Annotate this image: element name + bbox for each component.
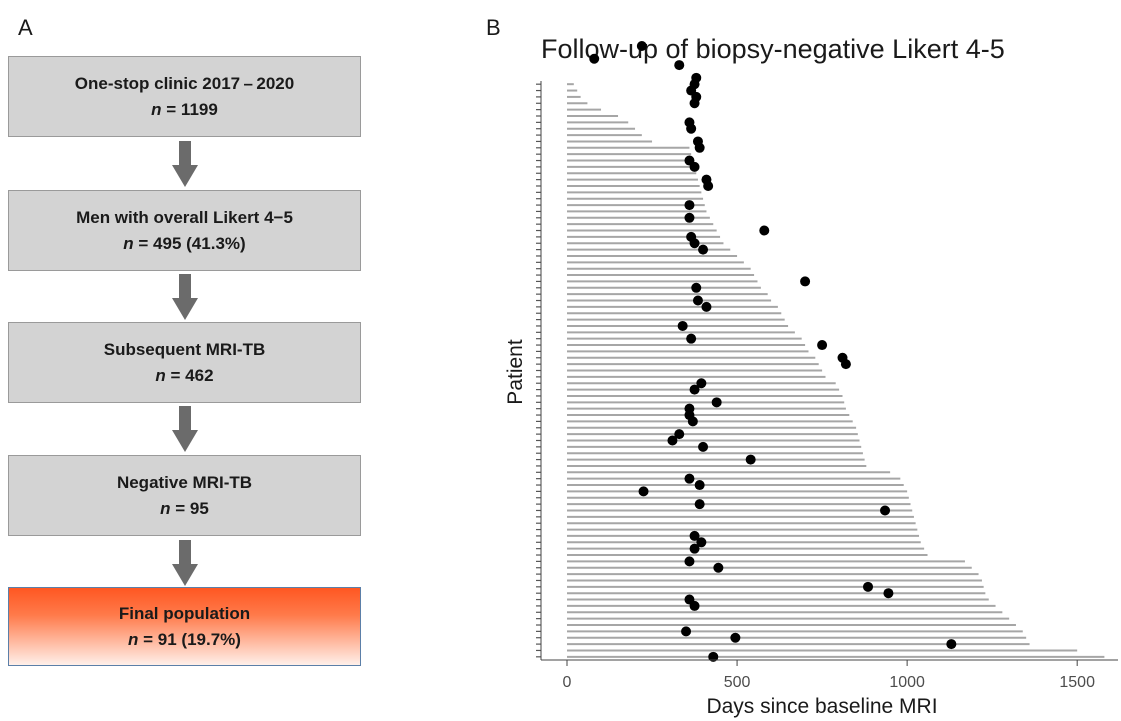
data-point [759,225,770,236]
data-point [708,651,719,662]
data-point [696,378,707,389]
flow-box-negative-mri-tb: Negative MRI-TB n = 95 [8,455,361,536]
flow-box-count: n = 462 [155,365,214,385]
data-point [684,117,695,128]
x-tick-label: 500 [724,674,751,691]
data-point [689,384,700,395]
data-point [745,454,756,465]
panel-a-label: A [18,15,33,40]
data-point [674,60,685,71]
data-point [883,588,894,599]
data-point [589,53,600,64]
flow-box-likert-4-5: Men with overall Likert 4−5 n = 495 (41.… [8,190,361,271]
data-point [638,486,649,497]
data-point [667,435,678,446]
data-point [689,543,700,554]
data-point [691,72,702,83]
data-point [691,282,702,293]
data-point [636,41,647,52]
data-point [946,639,957,650]
points-layer [589,41,957,662]
data-point [694,499,705,510]
down-arrow-icon [172,540,198,586]
data-point [701,174,712,185]
flow-box-count: n = 1199 [151,99,218,119]
data-point [698,244,709,255]
flow-box-count: n = 95 [160,498,209,518]
data-point [711,397,722,408]
data-point [686,333,697,344]
data-point [684,594,695,605]
bars-layer [567,83,1105,658]
data-point [684,200,695,211]
data-point [694,480,705,491]
flow-box-final-population: Final population n = 91 (19.7%) [8,587,361,666]
data-point [677,320,688,331]
y-ticks-layer [536,81,542,660]
data-point [692,295,703,306]
flow-box-title: Men with overall Likert 4−5 [76,207,293,227]
data-point [684,556,695,567]
data-point [684,155,695,166]
flow-box-title: One-stop clinic 2017 – 2020 [74,73,295,93]
down-arrow-icon [172,141,198,187]
y-axis-title: Patient [504,339,527,405]
x-tick-label: 0 [563,674,572,691]
data-point [817,340,828,351]
x-tick-label: 1500 [1059,674,1095,691]
flow-box-title: Negative MRI-TB [116,472,253,492]
data-point [800,276,811,287]
x-tick-label: 1000 [889,674,925,691]
data-point [684,212,695,223]
x-axis: 0 500 1000 1500 [541,659,1118,691]
flow-box-subsequent-mri-tb: Subsequent MRI-TB n = 462 [8,322,361,403]
data-point [837,352,848,363]
flow-box-one-stop-clinic: One-stop clinic 2017 – 2020 n = 1199 [8,56,361,137]
data-point [674,429,685,440]
flow-box-title: Final population [118,603,251,623]
data-point [684,403,695,414]
data-point [686,231,697,242]
flow-box-count: n = 91 (19.7%) [128,629,241,649]
down-arrow-icon [172,274,198,320]
data-point [701,301,712,312]
flow-box-count: n = 495 (41.3%) [123,233,246,253]
data-point [698,441,709,452]
x-axis-title: Days since baseline MRI [706,695,937,718]
data-point [713,562,724,573]
data-point [684,473,695,484]
data-point [880,505,891,516]
data-point [681,626,692,637]
data-point [730,632,741,643]
data-point [696,537,707,548]
panel-b-label: B [486,15,501,40]
chart-title: Follow-up of biopsy-negative Likert 4-5 [541,34,1005,64]
down-arrow-icon [172,406,198,452]
data-point [692,136,703,147]
data-point [863,581,874,592]
data-point [689,530,700,541]
flow-box-title: Subsequent MRI-TB [103,339,266,359]
